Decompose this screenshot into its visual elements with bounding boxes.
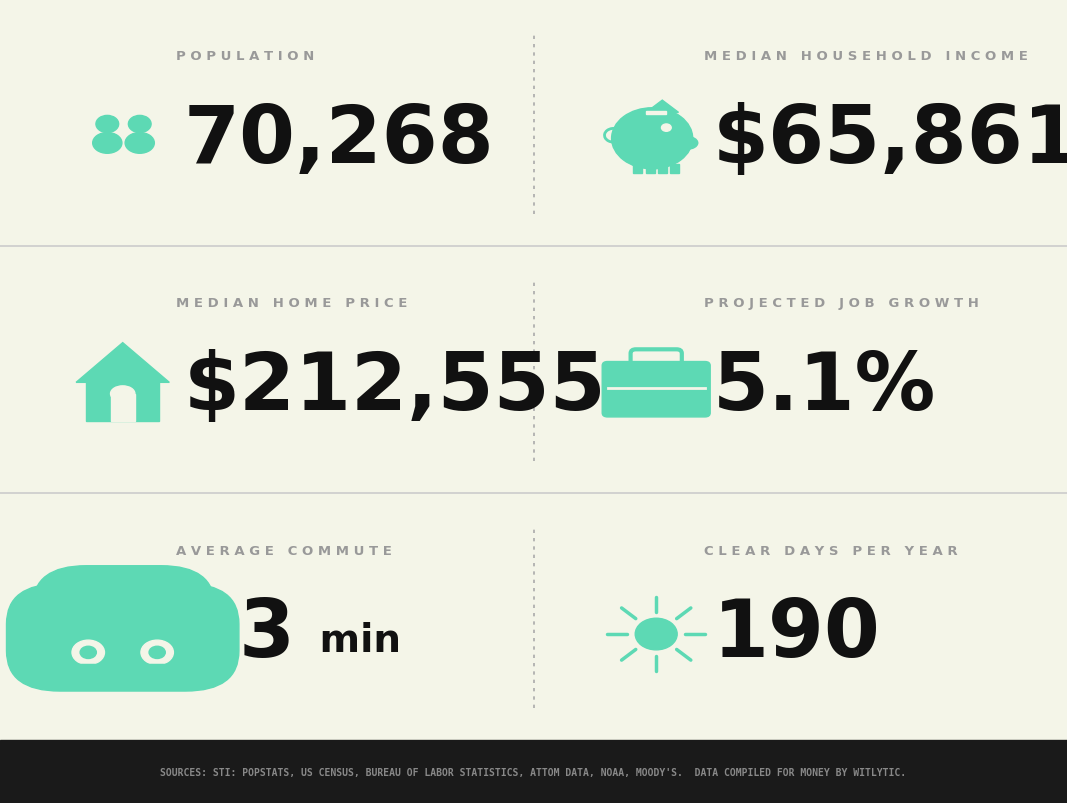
- Bar: [111, 394, 134, 421]
- Circle shape: [141, 640, 173, 665]
- Bar: [634, 165, 642, 174]
- Circle shape: [149, 646, 165, 658]
- Text: P R O J E C T E D   J O B   G R O W T H: P R O J E C T E D J O B G R O W T H: [704, 297, 980, 310]
- Polygon shape: [76, 343, 170, 383]
- Text: P O P U L A T I O N: P O P U L A T I O N: [176, 51, 315, 63]
- Text: 190: 190: [713, 595, 880, 673]
- Circle shape: [662, 124, 671, 132]
- Text: 23: 23: [184, 595, 296, 673]
- Bar: [658, 165, 667, 174]
- Text: C L E A R   D A Y S   P E R   Y E A R: C L E A R D A Y S P E R Y E A R: [704, 544, 958, 556]
- Circle shape: [128, 116, 152, 133]
- Text: 70,268: 70,268: [184, 102, 494, 180]
- FancyBboxPatch shape: [602, 362, 711, 418]
- Ellipse shape: [111, 386, 134, 402]
- Bar: [86, 381, 159, 421]
- Text: A V E R A G E   C O M M U T E: A V E R A G E C O M M U T E: [176, 544, 392, 556]
- Text: SOURCES: STI: POPSTATS, US CENSUS, BUREAU OF LABOR STATISTICS, ATTOM DATA, NOAA,: SOURCES: STI: POPSTATS, US CENSUS, BUREA…: [160, 767, 907, 777]
- Text: min: min: [306, 622, 401, 659]
- Circle shape: [635, 618, 678, 650]
- FancyBboxPatch shape: [33, 566, 214, 668]
- Text: 5.1%: 5.1%: [713, 349, 936, 426]
- Circle shape: [96, 116, 118, 133]
- Text: M E D I A N   H O M E   P R I C E: M E D I A N H O M E P R I C E: [176, 297, 408, 310]
- Ellipse shape: [125, 133, 155, 154]
- Text: M E D I A N   H O U S E H O L D   I N C O M E: M E D I A N H O U S E H O L D I N C O M …: [704, 51, 1029, 63]
- Circle shape: [611, 108, 692, 169]
- Ellipse shape: [93, 133, 122, 154]
- Bar: [0, 740, 1067, 803]
- Text: $65,861: $65,861: [713, 102, 1067, 180]
- Polygon shape: [644, 101, 679, 115]
- Bar: [670, 165, 679, 174]
- FancyBboxPatch shape: [6, 584, 239, 691]
- Bar: [647, 112, 667, 115]
- Bar: [646, 165, 654, 174]
- Circle shape: [73, 640, 105, 665]
- Circle shape: [80, 646, 96, 658]
- Text: $212,555: $212,555: [184, 349, 606, 426]
- Ellipse shape: [675, 137, 698, 150]
